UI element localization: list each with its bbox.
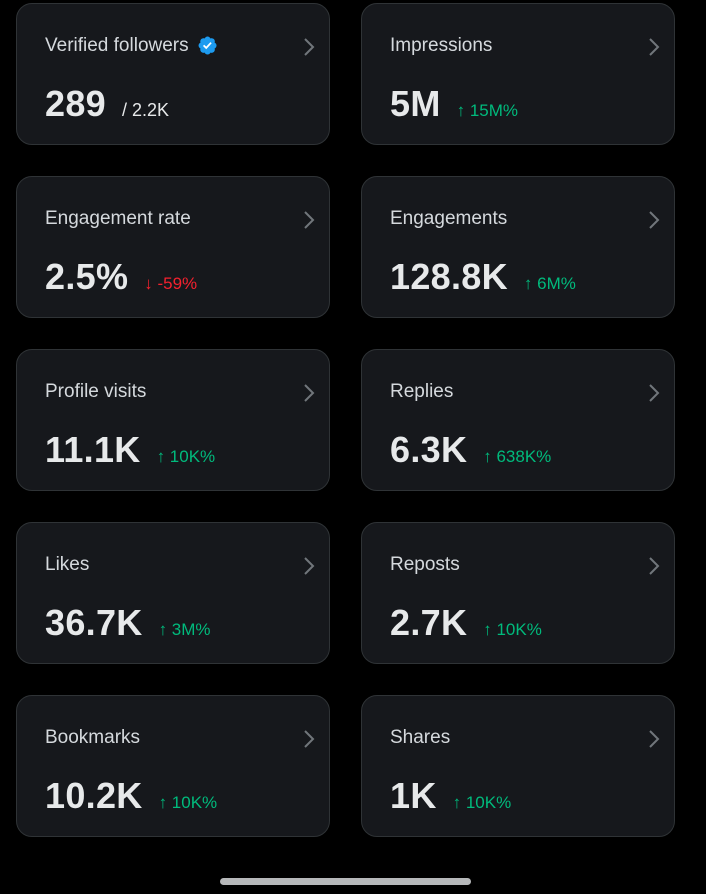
metric-card-replies[interactable]: Replies 6.3K ↑ 638K% xyxy=(361,349,675,491)
metric-value-row: 289 / 2.2K xyxy=(45,82,169,126)
chevron-right-icon xyxy=(649,730,660,748)
metric-change: ↑ 10K% xyxy=(158,793,218,812)
metric-label: Engagements xyxy=(390,208,508,229)
chevron-right-icon xyxy=(649,211,660,229)
metric-change: ↑ 15M% xyxy=(456,101,519,120)
metric-label: Shares xyxy=(390,727,451,748)
home-indicator[interactable] xyxy=(220,878,471,885)
metric-value: 11.1K xyxy=(45,429,141,470)
chevron-right-icon xyxy=(304,211,315,229)
metric-change: ↑ 10K% xyxy=(156,447,216,466)
metric-change: ↑ 10K% xyxy=(483,620,542,639)
metric-card-engagements[interactable]: Engagements 128.8K ↑ 6M% xyxy=(361,176,675,318)
metric-card-shares[interactable]: Shares 1K ↑ 10K% xyxy=(361,695,675,837)
metric-label: Profile visits xyxy=(45,381,147,402)
metric-card-profile-visits[interactable]: Profile visits 11.1K ↑ 10K% xyxy=(16,349,330,491)
metric-label: Verified followers xyxy=(45,35,189,56)
metric-label: Impressions xyxy=(390,35,493,56)
metric-value: 6.3K xyxy=(390,429,468,470)
metric-label-row: Likes xyxy=(45,553,89,577)
metric-change: ↑ 10K% xyxy=(452,793,512,812)
chevron-right-icon xyxy=(304,557,315,575)
metric-card-bookmarks[interactable]: Bookmarks 10.2K ↑ 10K% xyxy=(16,695,330,837)
chevron-right-icon xyxy=(649,384,660,402)
metric-card-reposts[interactable]: Reposts 2.7K ↑ 10K% xyxy=(361,522,675,664)
chevron-right-icon xyxy=(304,730,315,748)
metric-label: Bookmarks xyxy=(45,727,141,748)
metric-label-row: Shares xyxy=(390,726,450,750)
metric-change: ↑ 6M% xyxy=(523,274,576,293)
metric-card-engagement-rate[interactable]: Engagement rate 2.5% ↓ -59% xyxy=(16,176,330,318)
metric-value-row: 2.5% ↓ -59% xyxy=(45,255,197,299)
metric-value-row: 1K ↑ 10K% xyxy=(390,774,511,818)
metric-change: ↑ 638K% xyxy=(483,447,552,466)
metric-label-row: Reposts xyxy=(390,553,460,577)
metric-value: 2.5% xyxy=(45,256,129,297)
metric-value: 1K xyxy=(390,775,437,816)
metric-value: 128.8K xyxy=(390,256,508,297)
metric-value: 36.7K xyxy=(45,602,143,643)
metric-label: Engagement rate xyxy=(45,208,191,229)
metric-value-row: 10.2K ↑ 10K% xyxy=(45,774,217,818)
chevron-right-icon xyxy=(304,384,315,402)
metric-card-verified-followers[interactable]: Verified followers 289 / 2.2K xyxy=(16,3,330,145)
metric-value: 5M xyxy=(390,83,441,124)
metric-value: 289 xyxy=(45,83,106,124)
metric-label-row: Verified followers xyxy=(45,34,220,58)
metric-label-row: Profile visits xyxy=(45,380,146,404)
metric-value-row: 2.7K ↑ 10K% xyxy=(390,601,542,645)
metric-label-row: Replies xyxy=(390,380,453,404)
metric-label-row: Bookmarks xyxy=(45,726,140,750)
chevron-right-icon xyxy=(304,38,315,56)
metric-value-row: 6.3K ↑ 638K% xyxy=(390,428,551,472)
metric-value-row: 36.7K ↑ 3M% xyxy=(45,601,211,645)
metric-value: 10.2K xyxy=(45,775,143,816)
metric-label: Reposts xyxy=(390,554,460,575)
metric-label: Likes xyxy=(45,554,90,575)
metric-label: Replies xyxy=(390,381,454,402)
metric-value-row: 11.1K ↑ 10K% xyxy=(45,428,215,472)
metric-label-row: Engagements xyxy=(390,207,507,231)
metric-card-impressions[interactable]: Impressions 5M ↑ 15M% xyxy=(361,3,675,145)
metric-label-row: Engagement rate xyxy=(45,207,191,231)
metric-label-row: Impressions xyxy=(390,34,492,58)
chevron-right-icon xyxy=(649,38,660,56)
metric-value-row: 5M ↑ 15M% xyxy=(390,82,518,126)
metric-value-row: 128.8K ↑ 6M% xyxy=(390,255,576,299)
metric-change: ↓ -59% xyxy=(144,274,198,293)
metric-card-likes[interactable]: Likes 36.7K ↑ 3M% xyxy=(16,522,330,664)
metric-total: / 2.2K xyxy=(121,100,169,120)
metric-change: ↑ 3M% xyxy=(158,620,211,639)
chevron-right-icon xyxy=(649,557,660,575)
verified-badge-icon xyxy=(198,36,217,55)
metric-value: 2.7K xyxy=(390,602,468,643)
